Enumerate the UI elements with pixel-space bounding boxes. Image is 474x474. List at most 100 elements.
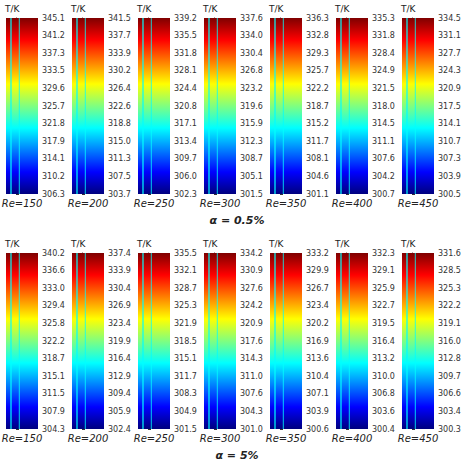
svg-text:315.2: 315.2: [306, 119, 329, 128]
svg-text:Re=250: Re=250: [134, 433, 175, 444]
svg-text:307.6: 307.6: [372, 154, 395, 163]
svg-text:329.3: 329.3: [306, 49, 329, 58]
svg-text:313.6: 313.6: [306, 354, 329, 363]
svg-text:309.4: 309.4: [108, 389, 131, 398]
svg-text:300.6: 300.6: [306, 425, 329, 434]
svg-text:309.7: 309.7: [174, 154, 197, 163]
svg-text:302.3: 302.3: [174, 190, 197, 199]
svg-text:307.1: 307.1: [306, 389, 329, 398]
svg-text:326.7: 326.7: [306, 284, 329, 293]
svg-text:331.8: 331.8: [372, 31, 395, 40]
svg-text:322.2: 322.2: [42, 337, 65, 346]
svg-text:330.2: 330.2: [108, 66, 131, 75]
svg-text:Re=200: Re=200: [68, 433, 109, 444]
svg-text:328.7: 328.7: [174, 284, 197, 293]
svg-text:316.9: 316.9: [306, 337, 329, 346]
svg-text:α = 0.5%: α = 0.5%: [210, 214, 265, 227]
svg-text:330.4: 330.4: [108, 284, 131, 293]
svg-text:T/K: T/K: [268, 4, 285, 14]
svg-text:304.3: 304.3: [240, 407, 263, 416]
svg-text:329.4: 329.4: [42, 301, 65, 310]
svg-text:315.0: 315.0: [108, 137, 131, 146]
svg-text:317.1: 317.1: [174, 119, 197, 128]
svg-text:310.0: 310.0: [372, 372, 395, 381]
svg-text:311.7: 311.7: [174, 372, 197, 381]
svg-text:300.3: 300.3: [438, 425, 461, 434]
svg-text:341.5: 341.5: [108, 14, 131, 23]
svg-text:335.5: 335.5: [174, 249, 197, 258]
svg-text:337.4: 337.4: [108, 249, 131, 258]
svg-text:345.1: 345.1: [42, 14, 65, 23]
svg-text:322.2: 322.2: [306, 84, 329, 93]
svg-text:333.2: 333.2: [306, 249, 329, 258]
svg-text:303.7: 303.7: [108, 190, 131, 199]
svg-text:335.5: 335.5: [174, 31, 197, 40]
svg-text:T/K: T/K: [4, 239, 21, 249]
svg-text:323.4: 323.4: [306, 301, 329, 310]
svg-text:315.9: 315.9: [240, 119, 263, 128]
svg-text:333.9: 333.9: [108, 266, 131, 275]
svg-text:311.5: 311.5: [42, 389, 65, 398]
svg-text:319.5: 319.5: [372, 319, 395, 328]
svg-text:329.1: 329.1: [372, 266, 395, 275]
svg-text:303.6: 303.6: [372, 407, 395, 416]
svg-text:T/K: T/K: [202, 239, 219, 249]
svg-text:320.9: 320.9: [438, 84, 461, 93]
svg-text:332.8: 332.8: [306, 31, 329, 40]
svg-text:332.1: 332.1: [174, 266, 197, 275]
svg-text:311.0: 311.0: [240, 372, 263, 381]
svg-text:Re=300: Re=300: [200, 433, 241, 444]
svg-text:307.6: 307.6: [240, 389, 263, 398]
svg-text:324.4: 324.4: [174, 84, 197, 93]
svg-text:324.9: 324.9: [372, 66, 395, 75]
svg-text:301.0: 301.0: [240, 425, 263, 434]
svg-text:301.1: 301.1: [306, 190, 329, 199]
svg-text:316.0: 316.0: [438, 337, 461, 346]
svg-text:323.2: 323.2: [240, 84, 263, 93]
svg-text:318.7: 318.7: [42, 354, 65, 363]
svg-text:337.6: 337.6: [240, 14, 263, 23]
svg-text:308.3: 308.3: [174, 389, 197, 398]
svg-text:329.6: 329.6: [42, 84, 65, 93]
svg-text:311.7: 311.7: [306, 137, 329, 146]
svg-text:305.9: 305.9: [108, 407, 131, 416]
svg-text:Re=150: Re=150: [2, 198, 43, 209]
svg-text:324.3: 324.3: [438, 66, 461, 75]
svg-text:328.5: 328.5: [438, 266, 461, 275]
svg-text:322.7: 322.7: [372, 301, 395, 310]
svg-text:310.7: 310.7: [438, 137, 461, 146]
svg-text:325.8: 325.8: [42, 319, 65, 328]
svg-text:314.3: 314.3: [240, 354, 263, 363]
svg-text:310.4: 310.4: [306, 372, 329, 381]
svg-text:306.0: 306.0: [174, 172, 197, 181]
svg-text:302.4: 302.4: [108, 425, 131, 434]
svg-text:303.4: 303.4: [438, 407, 461, 416]
svg-text:326.4: 326.4: [108, 84, 131, 93]
svg-text:T/K: T/K: [136, 4, 153, 14]
svg-text:321.5: 321.5: [372, 84, 395, 93]
svg-text:313.2: 313.2: [372, 354, 395, 363]
svg-text:304.6: 304.6: [306, 172, 329, 181]
svg-text:Re=400: Re=400: [332, 433, 373, 444]
svg-text:319.6: 319.6: [240, 102, 263, 111]
svg-text:Re=300: Re=300: [200, 198, 241, 209]
svg-text:320.9: 320.9: [240, 319, 263, 328]
svg-text:322.2: 322.2: [438, 301, 461, 310]
svg-text:319.9: 319.9: [108, 337, 131, 346]
svg-text:324.2: 324.2: [240, 301, 263, 310]
svg-text:328.1: 328.1: [174, 66, 197, 75]
svg-text:T/K: T/K: [70, 4, 87, 14]
svg-text:307.3: 307.3: [438, 154, 461, 163]
svg-text:333.0: 333.0: [42, 284, 65, 293]
svg-text:Re=350: Re=350: [266, 433, 307, 444]
svg-text:α = 5%: α = 5%: [215, 449, 258, 462]
svg-text:301.5: 301.5: [240, 190, 263, 199]
svg-text:325.3: 325.3: [438, 284, 461, 293]
svg-text:306.8: 306.8: [372, 389, 395, 398]
svg-text:341.2: 341.2: [42, 31, 65, 40]
svg-text:300.5: 300.5: [438, 190, 461, 199]
svg-text:Re=400: Re=400: [332, 198, 373, 209]
svg-text:334.0: 334.0: [240, 31, 263, 40]
svg-text:318.8: 318.8: [108, 119, 131, 128]
svg-text:303.9: 303.9: [438, 172, 461, 181]
